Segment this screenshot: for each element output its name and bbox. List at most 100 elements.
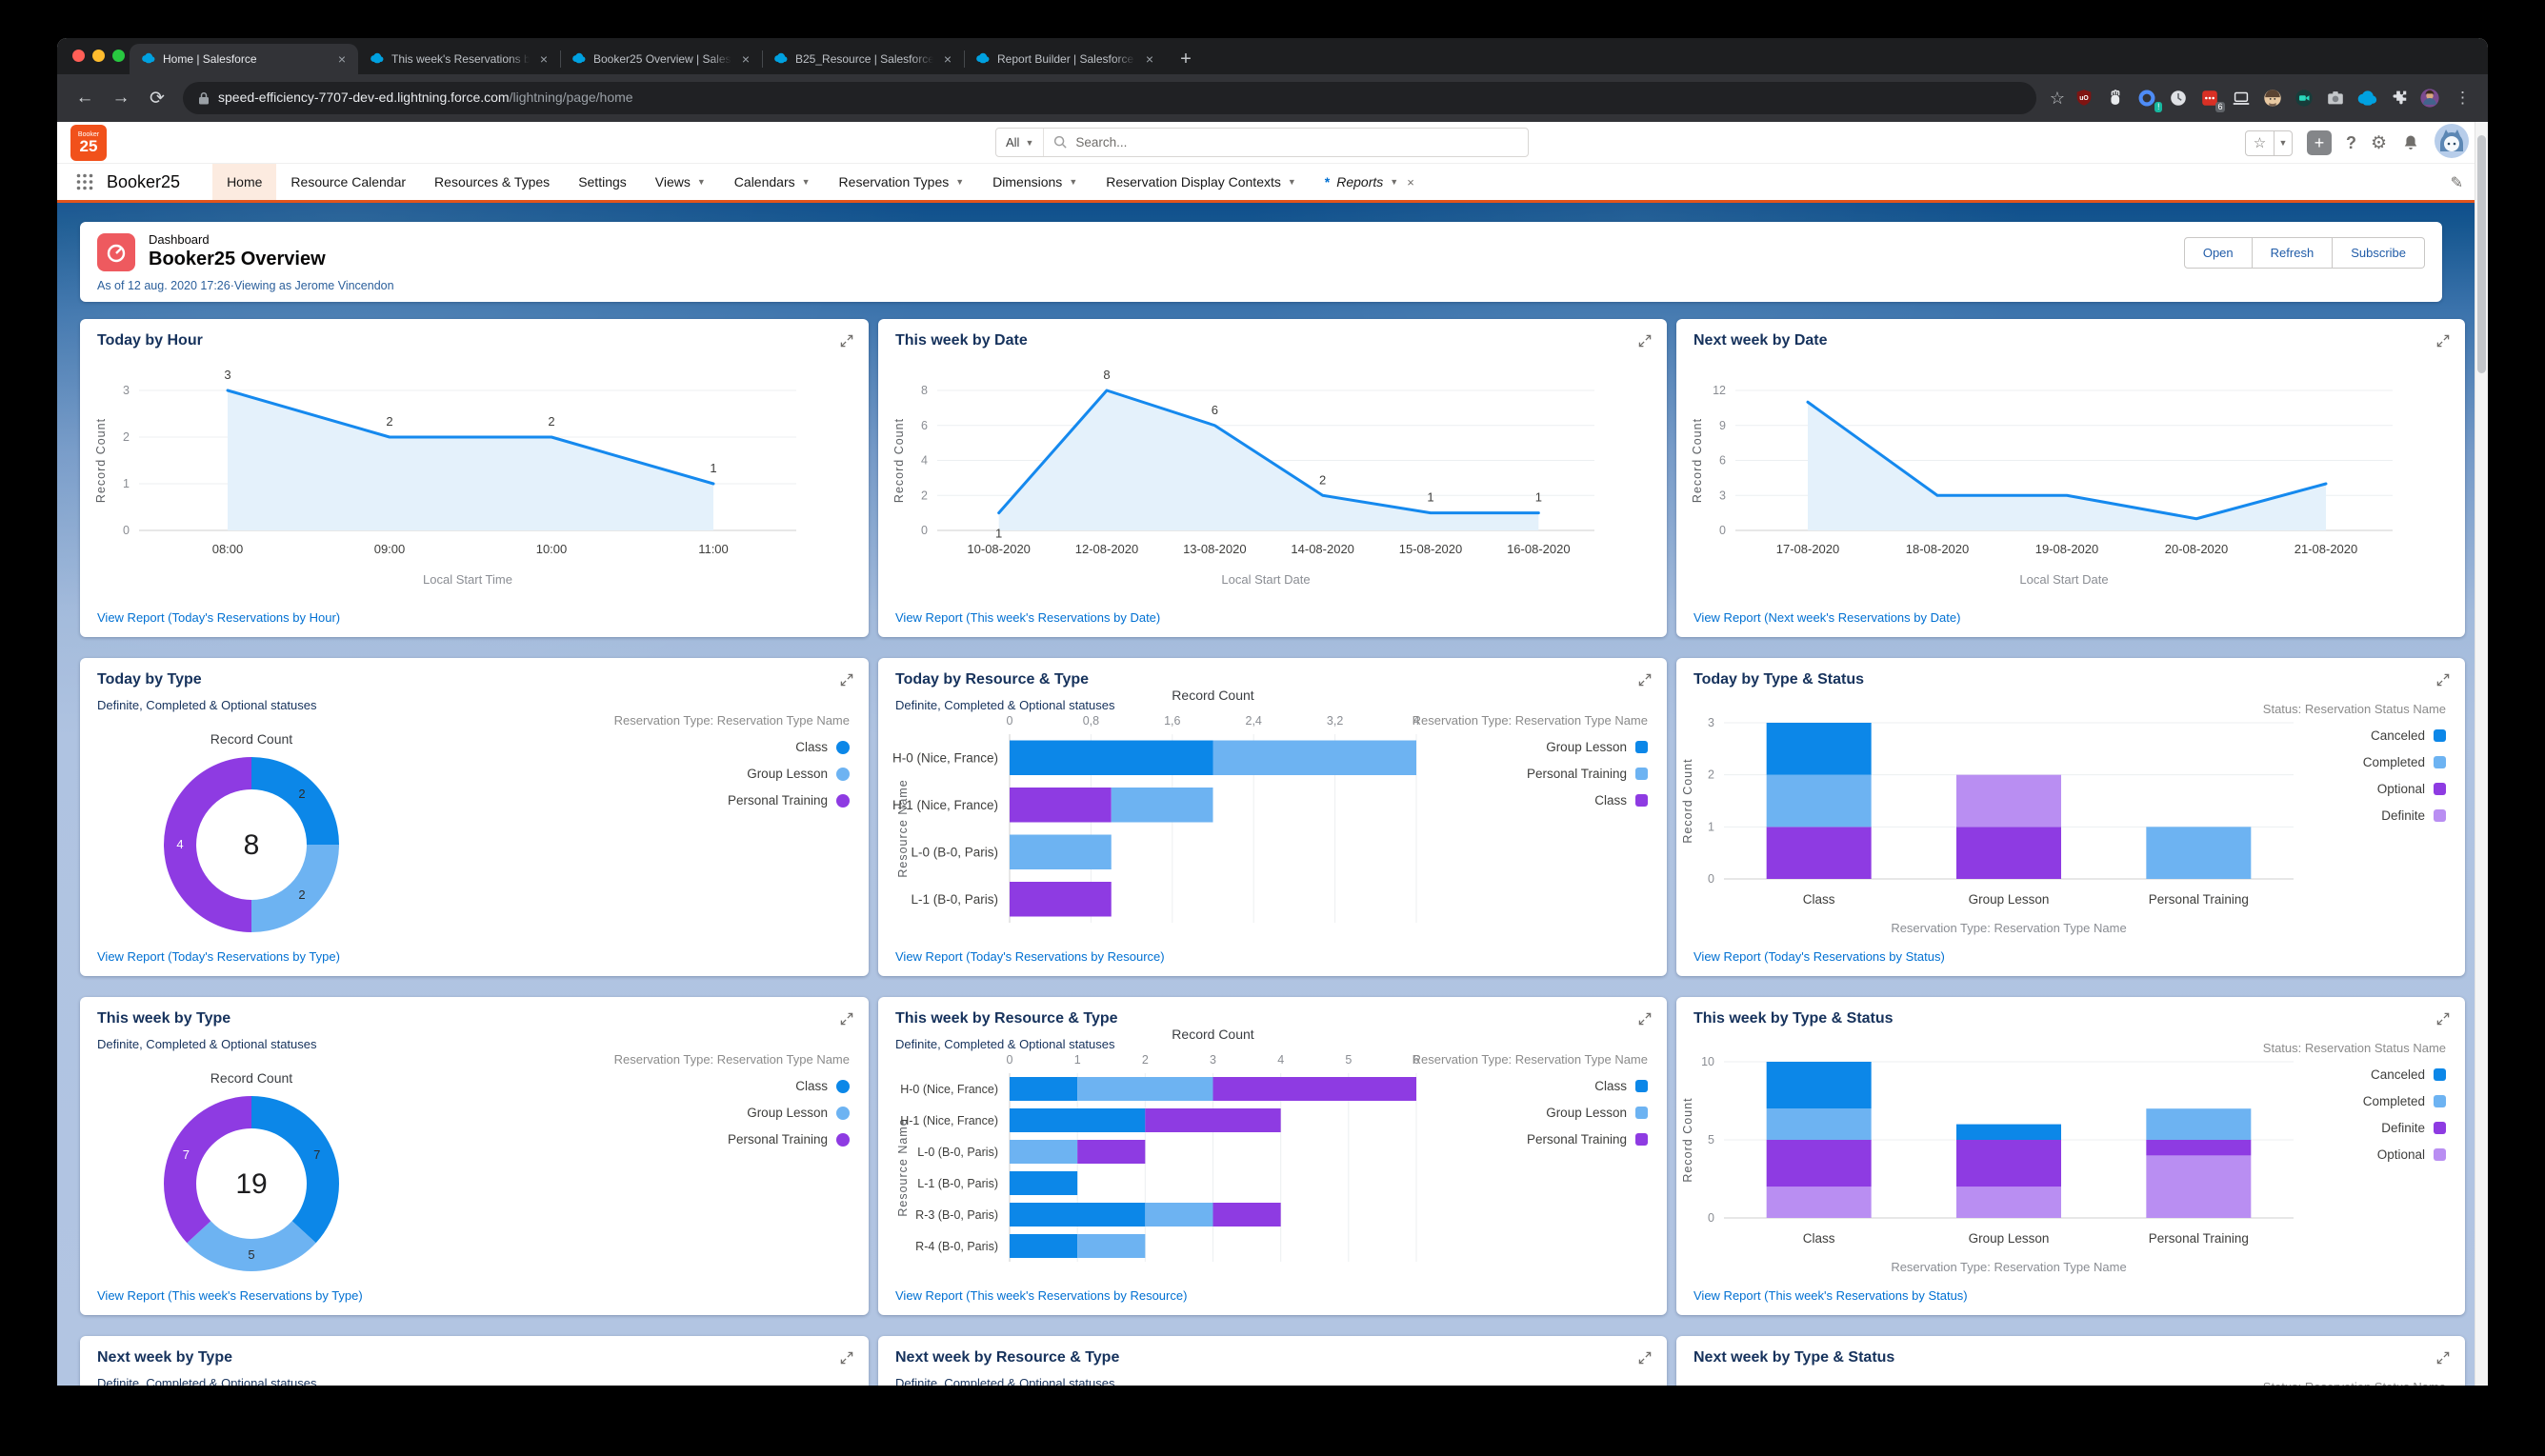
page-scrollbar[interactable] [2475, 122, 2488, 1386]
browser-tab[interactable]: Home | Salesforce × [130, 44, 358, 74]
browser-tab[interactable]: Booker25 Overview | Salesforc × [560, 44, 762, 74]
chevron-down-icon: ▼ [1025, 137, 1034, 148]
chevron-down-icon[interactable]: ▼ [1069, 177, 1078, 187]
nav-tab[interactable]: Resource Calendar [276, 164, 420, 200]
chevron-down-icon[interactable]: ▼ [955, 177, 965, 187]
chevron-down-icon[interactable]: ▼ [1390, 177, 1399, 187]
tab-close-icon[interactable]: × [1145, 51, 1153, 67]
ublock-icon[interactable]: uO [2072, 86, 2096, 110]
expand-icon[interactable] [1638, 1351, 1652, 1365]
view-report-link[interactable]: View Report (Today's Reservations by Typ… [97, 949, 340, 964]
view-report-link[interactable]: View Report (Next week's Reservations by… [1693, 610, 1961, 625]
dashboard-widget: Next week by Type & Status Status: Reser… [1676, 1336, 2465, 1386]
clock-icon[interactable] [2166, 86, 2191, 110]
svg-text:R-3 (B-0, Paris): R-3 (B-0, Paris) [915, 1208, 998, 1222]
search-input[interactable] [1068, 135, 1528, 150]
dashboard-action-button[interactable]: Refresh [2252, 237, 2334, 269]
nav-tab[interactable]: * Reports ▼ × [1311, 164, 1429, 200]
puzzle-icon[interactable] [2386, 86, 2411, 110]
expand-icon[interactable] [2436, 1012, 2450, 1026]
nav-tab[interactable]: Calendars ▼ [720, 164, 825, 200]
minimize-window-button[interactable] [92, 50, 105, 62]
bookmark-star-icon[interactable]: ☆ [2049, 88, 2065, 108]
expand-icon[interactable] [840, 1012, 853, 1026]
close-window-button[interactable] [72, 50, 85, 62]
expand-icon[interactable] [840, 1351, 853, 1365]
person-avatar-icon[interactable] [2260, 86, 2285, 110]
dashboard-action-button[interactable]: Subscribe [2333, 237, 2425, 269]
address-bar[interactable]: speed-efficiency-7707-dev-ed.lightning.f… [183, 82, 2036, 114]
expand-icon[interactable] [840, 673, 853, 687]
nav-tab[interactable]: Reservation Types ▼ [825, 164, 979, 200]
browser-tab[interactable]: B25_Resource | Salesforce × [762, 44, 964, 74]
help-icon[interactable]: ? [2345, 132, 2356, 152]
forward-button[interactable]: → [111, 88, 130, 108]
expand-icon[interactable] [2436, 1351, 2450, 1365]
user-avatar[interactable] [2435, 123, 2469, 163]
laptop-icon[interactable] [2229, 86, 2254, 110]
chart-legend: Reservation Type: Reservation Type Name … [614, 713, 850, 820]
profile-avatar-icon[interactable] [2417, 86, 2442, 110]
browser-tab[interactable]: This week's Reservations by D × [358, 44, 560, 74]
chevron-down-icon[interactable]: ▼ [801, 177, 811, 187]
expand-icon[interactable] [840, 334, 853, 348]
back-button[interactable]: ← [75, 88, 94, 108]
global-actions-icon[interactable]: + [2306, 130, 2332, 155]
chevron-down-icon[interactable]: ▼ [1287, 177, 1296, 187]
close-icon[interactable]: × [1407, 174, 1414, 189]
expand-icon[interactable] [2436, 334, 2450, 348]
nav-tab[interactable]: Views ▼ [641, 164, 720, 200]
expand-icon[interactable] [2436, 673, 2450, 687]
setup-gear-icon[interactable]: ⚙ [2370, 132, 2387, 153]
browser-menu-icon[interactable]: ⋮ [2455, 89, 2471, 107]
global-search[interactable]: All ▼ [995, 128, 1529, 157]
chevron-down-icon[interactable]: ▼ [696, 177, 706, 187]
view-report-link[interactable]: View Report (Today's Reservations by Hou… [97, 610, 341, 625]
nav-tab[interactable]: Settings [564, 164, 641, 200]
svg-text:1: 1 [995, 527, 1002, 541]
search-scope-selector[interactable]: All ▼ [996, 129, 1045, 156]
browser-tab[interactable]: Report Builder | Salesforce × [964, 44, 1166, 74]
video-call-icon[interactable] [2292, 86, 2316, 110]
favorites-combo[interactable]: ☆ ▼ [2244, 130, 2293, 156]
view-report-link[interactable]: View Report (This week's Reservations by… [1693, 1288, 1968, 1303]
nav-tab[interactable]: Dimensions ▼ [978, 164, 1092, 200]
salesforce-cloud-icon[interactable] [2355, 86, 2379, 110]
view-report-link[interactable]: View Report (Today's Reservations by Sta… [1693, 949, 1945, 964]
favorite-star-icon[interactable]: ☆ [2246, 130, 2274, 155]
legend-swatch [836, 740, 850, 754]
reload-button[interactable]: ⟳ [150, 88, 165, 109]
nav-tab[interactable]: Resources & Types [420, 164, 564, 200]
expand-icon[interactable] [1638, 334, 1652, 348]
salesforce-favicon [773, 52, 788, 67]
expand-icon[interactable] [1638, 1012, 1652, 1026]
tracker-ring-icon[interactable]: ! [2134, 86, 2162, 112]
tab-close-icon[interactable]: × [337, 51, 346, 67]
tab-close-icon[interactable]: × [943, 51, 952, 67]
svg-text:Local Start Time: Local Start Time [423, 572, 512, 587]
view-report-link[interactable]: View Report (Today's Reservations by Res… [895, 949, 1165, 964]
view-report-link[interactable]: View Report (This week's Reservations by… [895, 610, 1161, 625]
chart [1676, 1336, 2465, 1386]
favorites-dropdown-icon[interactable]: ▼ [2278, 138, 2288, 148]
dashboard-action-button[interactable]: Open [2183, 237, 2253, 269]
expand-icon[interactable] [1638, 673, 1652, 687]
hand-icon[interactable] [2103, 86, 2128, 110]
scrollbar-thumb[interactable] [2477, 135, 2486, 373]
tabs-menu-icon[interactable]: 6 [2197, 86, 2225, 112]
notifications-bell-icon[interactable] [2401, 133, 2420, 152]
salesforce-global-header: Booker 25 All ▼ ☆ ▼ + [57, 122, 2488, 164]
app-launcher-icon[interactable] [76, 173, 93, 190]
tab-close-icon[interactable]: × [741, 51, 750, 67]
tab-close-icon[interactable]: × [539, 51, 548, 67]
camera-icon[interactable] [2323, 86, 2348, 110]
view-report-link[interactable]: View Report (This week's Reservations by… [895, 1288, 1188, 1303]
edit-page-pencil-icon[interactable]: ✎ [2450, 175, 2463, 191]
legend-label: Group Lesson [747, 1106, 828, 1120]
new-tab-button[interactable]: + [1180, 48, 1192, 70]
nav-tab[interactable]: Reservation Display Contexts ▼ [1092, 164, 1311, 200]
view-report-link[interactable]: View Report (This week's Reservations by… [97, 1288, 363, 1303]
nav-tab[interactable]: Home [212, 164, 277, 200]
fullscreen-window-button[interactable] [112, 50, 125, 62]
widget-title: Next week by Type & Status [1693, 1349, 1895, 1366]
